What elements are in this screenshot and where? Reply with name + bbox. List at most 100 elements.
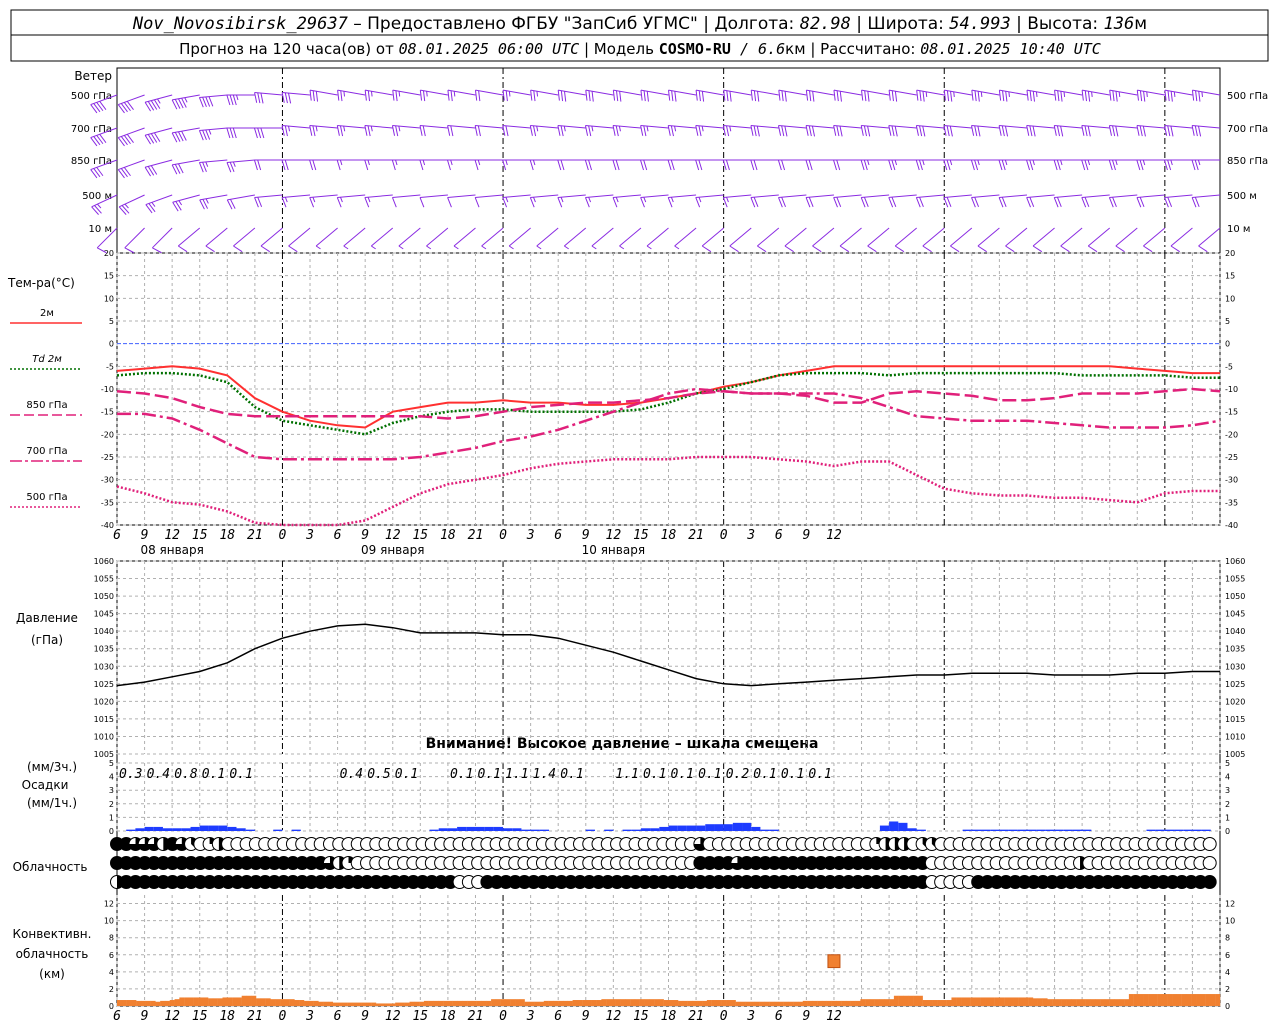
wind-barb-staff [177,227,201,247]
wind-barb-staff [282,92,311,96]
time-tick-label: 15 [192,528,208,543]
wind-barb-feather [1029,196,1035,208]
convective-bar [1143,994,1149,1006]
wind-barb-feather [1084,125,1088,137]
convective-bar [313,1000,319,1006]
wind-barb-feather [1032,245,1043,253]
wind-barb-staff [1198,227,1221,247]
convective-bar [821,1000,827,1006]
wind-barb-feather [557,159,562,171]
wind-barb-staff [288,227,311,247]
wind-barb-feather [257,127,262,139]
wind-barb-feather [615,159,620,171]
precip-bar [1072,829,1083,831]
wind-barb-feather [93,168,101,178]
convective-bar [975,997,981,1006]
convective-bar [371,1002,377,1006]
wind-barb-feather [812,91,815,102]
wind-barb-staff [861,125,890,129]
wind-barb-staff [585,125,614,129]
time-tick-label-bottom: 6 [113,1009,121,1024]
wind-barb-staff [536,227,559,247]
wind-barb-feather [1197,126,1202,137]
wind-barb-feather [502,159,507,171]
wind-level-label-right: 10 м [1227,224,1250,235]
temp-tick-label-right: -25 [1225,453,1238,462]
wind-barb-staff [701,227,724,247]
wind-barb-feather [1194,125,1198,137]
altitude-value: 136 [1104,14,1135,34]
temp-tick-label-right: -20 [1225,430,1238,439]
wind-barb-staff [502,89,531,96]
convective-bar [428,1000,434,1006]
precip-total-label: 0.1 [202,767,225,782]
time-tick-label: 12 [606,528,622,543]
wind-barb-half-feather [532,159,536,166]
precip-bar [539,829,550,831]
wind-barb-feather [1001,159,1006,171]
wind-barb-feather [750,197,756,208]
wind-barb-feather [145,204,153,214]
wind-barb-feather [833,197,838,208]
wind-barb-staff [977,227,1000,247]
convective-bar [630,999,636,1006]
wind-barb-feather [1163,159,1168,171]
wind-barb-feather [922,245,932,253]
wind-barb-feather [863,196,869,208]
wind-barb-feather [698,159,703,171]
wind-barb-feather [946,196,952,208]
convective-bar [884,999,890,1006]
precip-bar [245,829,255,831]
convective-bar [476,1000,482,1006]
wind-barb-feather [148,203,156,213]
wind-barb-half-feather [367,196,371,203]
wind-barb-feather [1115,91,1118,102]
convective-bar [160,1000,166,1006]
precip-bar [760,829,770,831]
wind-barb-staff [943,125,972,129]
convective-bar [1042,998,1048,1006]
wind-barb-staff [419,194,448,198]
precip-tick-label: 1 [109,813,114,822]
wind-barb-feather [171,164,178,175]
precip-bar [1017,829,1027,831]
wind-barb-feather [117,137,125,147]
wind-barb-half-feather [1118,91,1121,98]
time-tick-label-bottom: 21 [247,1009,263,1024]
wind-barb-staff [888,125,917,129]
wind-barb-staff [90,94,118,106]
pressure-tick-label-right: 1055 [1225,575,1245,584]
wind-barb-feather [998,90,1002,101]
wind-barb-feather [1026,159,1031,171]
wind-barb-feather [971,197,976,208]
wind-barb-feather [171,132,178,143]
wind-barb-feather [1112,125,1116,137]
convective-bar [241,995,247,1006]
wind-barb-feather [750,159,755,171]
longitude-value: 82.98 [800,14,851,34]
convective-bar [356,1002,362,1006]
wind-barb-feather [1164,90,1167,101]
precip-bar [686,825,697,831]
convective-bar [486,1000,492,1006]
wind-barb-feather [667,159,672,171]
wind-barb-feather [505,125,509,137]
wind-barb-half-feather [588,196,592,203]
wind-barb-feather [701,91,705,102]
wind-barb-staff [619,227,642,247]
temp-tick-label: -30 [101,476,114,485]
wind-barb-staff [1109,125,1138,129]
wind-barb-staff [1054,194,1083,198]
td2m-line [116,371,1220,436]
wind-barb-feather [178,98,184,109]
wind-barb-staff [530,125,559,129]
wind-barb-staff [833,194,862,198]
convective-bar [654,999,660,1006]
time-tick-label-bottom: 15 [633,1009,649,1024]
wind-barb-half-feather [591,126,594,132]
time-tick-label-bottom: 18 [661,1009,677,1024]
wind-barb-staff [833,125,862,129]
wind-barb-staff [916,125,945,129]
wind-barb-staff [475,89,504,96]
convective-bar [980,997,986,1006]
